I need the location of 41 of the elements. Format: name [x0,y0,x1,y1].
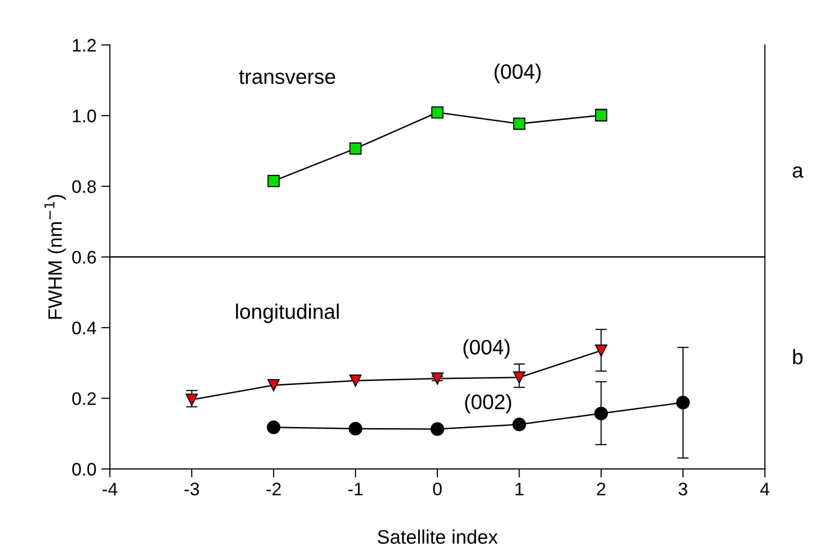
x-tick-label: 2 [597,482,606,496]
point [431,106,444,119]
point [513,118,526,130]
x-tick-label: 0 [433,482,442,496]
x-tick-label: 3 [678,482,688,496]
x-tick-label: 1 [516,482,524,496]
point [266,420,280,434]
point [676,396,690,410]
annotation: longitudinal [236,304,339,324]
x-tick-label: -1 [348,482,363,496]
point [430,422,444,436]
annotation: (002) [465,394,512,414]
point [349,142,362,155]
y-tick-label: 0.8 [72,180,96,194]
text: a [792,166,804,178]
point [348,422,362,436]
annotation: transverse [239,70,336,84]
x-tick-label: 4 [760,482,770,496]
text: b [793,349,803,364]
y-tick-label: 1.2 [72,38,96,52]
point [268,379,280,392]
y-tick-label: 1.0 [72,110,96,122]
y-tick-label: 0.2 [72,392,96,406]
point [513,371,526,384]
point [594,406,608,420]
point [431,372,444,385]
point [512,418,526,432]
point [186,394,198,406]
point [349,374,362,387]
y-tick-label: 0.4 [72,322,96,334]
x-tick-label: -4 [102,482,118,496]
x-axis-title: Satellite index [378,530,498,544]
point [268,174,280,188]
y-axis-title: FWHM (nm$^{−1}$) [44,194,66,319]
y-tick-label: 0.6 [72,250,96,264]
annotation: (004) [463,339,510,359]
point [595,344,608,357]
y-tick-label: 0.0 [72,462,96,476]
x-tick-label: -2 [266,482,281,496]
x-tick-label: -3 [184,482,199,496]
annotation: (004) [494,64,541,84]
